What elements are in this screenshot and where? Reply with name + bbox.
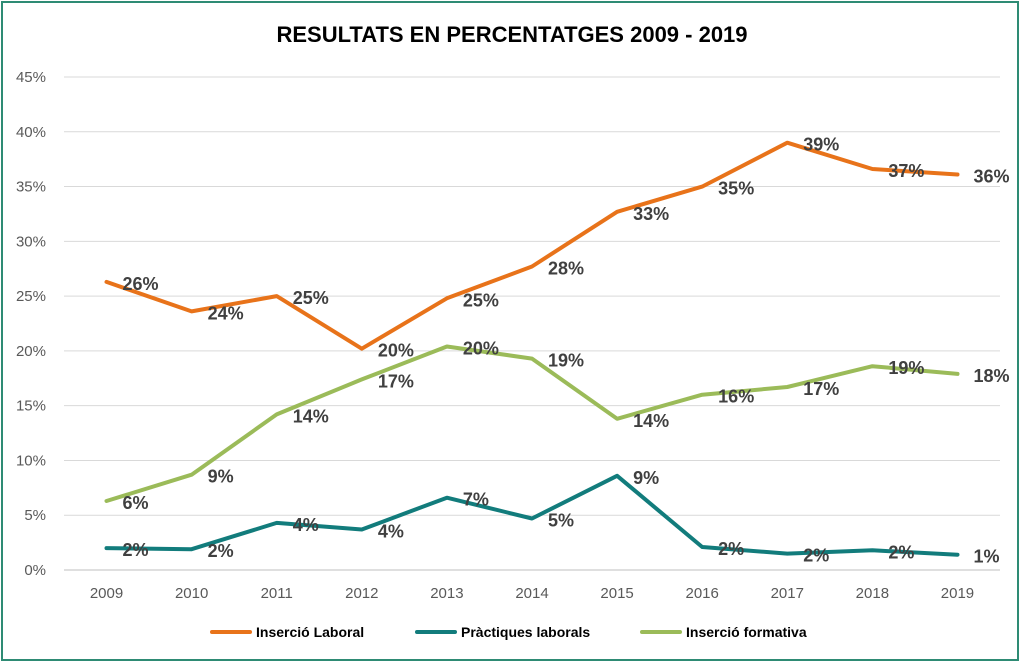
series-line: [104, 344, 960, 503]
x-tick-label: 2019: [941, 585, 974, 602]
data-label: 2%: [803, 546, 829, 566]
data-label: 18%: [973, 366, 1009, 386]
data-label: 16%: [718, 387, 754, 407]
data-label: 14%: [633, 411, 669, 431]
legend-label: Inserció formativa: [686, 624, 807, 640]
data-label: 17%: [378, 371, 414, 391]
x-tick-label: 2016: [685, 585, 718, 602]
x-tick-label: 2010: [175, 585, 208, 602]
data-label: 4%: [293, 515, 319, 535]
data-label: 2%: [123, 540, 149, 560]
x-tick-label: 2009: [90, 585, 123, 602]
data-label: 25%: [293, 288, 329, 308]
data-label: 14%: [293, 406, 329, 426]
data-label: 9%: [633, 468, 659, 488]
data-label: 2%: [718, 539, 744, 559]
y-tick-label: 25%: [16, 288, 46, 305]
data-label: 37%: [888, 161, 924, 181]
data-label: 1%: [973, 547, 999, 567]
series-line: [104, 473, 960, 557]
data-label: 20%: [378, 341, 414, 361]
data-labels: 26% 24% 25% 20% 25% 28% 33% 35% 39% 37% 36% 2% 2% 4% 4…: [123, 135, 1010, 567]
data-label: 35%: [718, 179, 754, 199]
y-tick-label: 45%: [16, 69, 46, 86]
series-line: [104, 140, 960, 351]
data-label: 19%: [888, 358, 924, 378]
x-tick-label: 2013: [430, 585, 463, 602]
x-tick-label: 2011: [261, 585, 293, 602]
x-tick-label: 2014: [515, 585, 548, 602]
data-label: 20%: [463, 339, 499, 359]
y-tick-label: 10%: [16, 452, 46, 469]
data-label: 25%: [463, 290, 499, 310]
legend-label: Inserció Laboral: [256, 624, 364, 640]
gridlines: [64, 76, 1000, 571]
data-label: 4%: [378, 521, 404, 541]
y-tick-label: 35%: [16, 179, 46, 196]
data-label: 19%: [548, 351, 584, 371]
data-label: 33%: [633, 204, 669, 224]
data-label: 26%: [123, 274, 159, 294]
y-tick-label: 40%: [16, 124, 46, 141]
data-label: 2%: [208, 541, 234, 561]
y-tick-label: 30%: [16, 233, 46, 250]
chart-title: RESULTATS EN PERCENTATGES 2009 - 2019: [276, 22, 748, 47]
y-tick-label: 0%: [24, 562, 46, 579]
x-tick-label: 2015: [600, 585, 633, 602]
legend: Inserció Laboral Pràctiques laborals Inser…: [210, 624, 807, 640]
x-tick-label: 2012: [345, 585, 378, 602]
data-label: 9%: [208, 467, 234, 487]
data-label: 39%: [803, 135, 839, 155]
legend-label: Pràctiques laborals: [461, 624, 590, 640]
y-tick-label: 20%: [16, 343, 46, 360]
x-tick-label: 2017: [771, 585, 804, 602]
data-label: 17%: [803, 379, 839, 399]
data-label: 28%: [548, 259, 584, 279]
series-lines: [104, 140, 960, 557]
y-tick-label: 15%: [16, 398, 46, 415]
x-tick-label: 2018: [856, 585, 889, 602]
x-axis: 2009 2010 2011 2012 2013 2014 2015 2016 2017 2018…: [90, 585, 974, 602]
data-label: 24%: [208, 303, 244, 323]
data-label: 6%: [123, 493, 149, 513]
data-label: 36%: [973, 167, 1009, 187]
data-label: 7%: [463, 490, 489, 510]
data-label: 2%: [888, 542, 914, 562]
data-label: 5%: [548, 511, 574, 531]
y-axis: 0% 5% 10% 15% 20% 25% 30% 35% 40% 45%: [16, 69, 46, 579]
y-tick-label: 5%: [24, 507, 46, 524]
